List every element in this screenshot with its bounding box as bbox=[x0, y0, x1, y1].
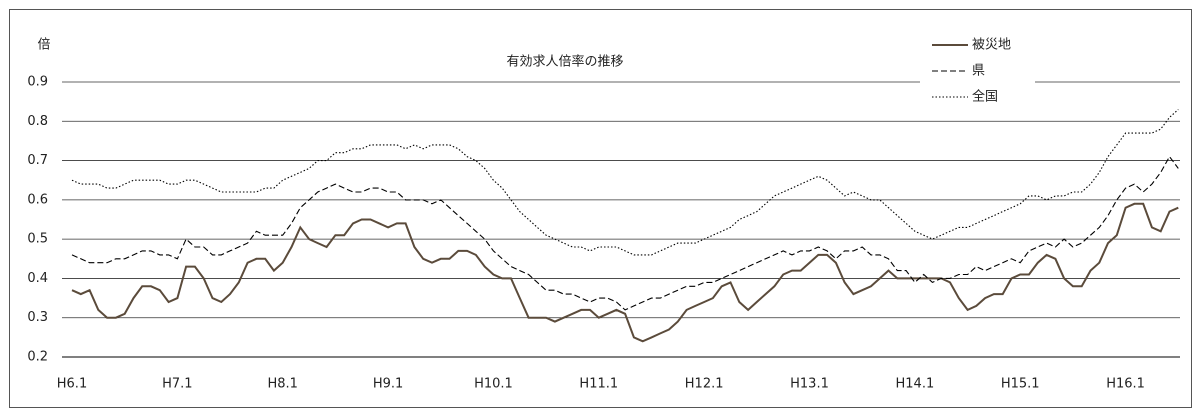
y-tick-label: 0.2 bbox=[27, 350, 48, 365]
x-tick-label: H12.1 bbox=[685, 377, 724, 392]
x-tick-label: H7.1 bbox=[162, 377, 192, 392]
y-tick-label: 0.8 bbox=[27, 114, 48, 129]
y-tick-label: 0.6 bbox=[27, 192, 48, 207]
y-tick-label: 0.7 bbox=[27, 153, 48, 168]
chart-title: 有効求人倍率の推移 bbox=[506, 54, 623, 70]
y-tick-label: 0.4 bbox=[27, 271, 48, 286]
series-line bbox=[71, 109, 1179, 256]
y-axis-label: 倍 bbox=[37, 38, 50, 53]
legend-label: 全国 bbox=[972, 89, 998, 105]
frame bbox=[9, 9, 1192, 408]
x-tick-label: H15.1 bbox=[1001, 377, 1040, 392]
x-tick-label: H8.1 bbox=[267, 377, 297, 392]
legend-label: 被災地 bbox=[972, 38, 1011, 53]
series-line bbox=[71, 202, 1179, 343]
x-tick-label: H9.1 bbox=[373, 377, 403, 392]
title-bg bbox=[460, 50, 670, 74]
x-tick-label: H13.1 bbox=[790, 377, 829, 392]
legend-label: 県 bbox=[972, 64, 985, 79]
x-tick-label: H10.1 bbox=[474, 377, 513, 392]
x-tick-label: H6.1 bbox=[57, 377, 87, 392]
x-tick-label: H14.1 bbox=[896, 377, 935, 392]
series-line bbox=[71, 155, 1179, 311]
x-tick-label: H11.1 bbox=[579, 377, 618, 392]
y-tick-label: 0.5 bbox=[27, 232, 48, 247]
x-tick-label: H16.1 bbox=[1106, 377, 1145, 392]
y-tick-label: 0.9 bbox=[27, 75, 48, 90]
y-tick-label: 0.3 bbox=[27, 310, 48, 325]
